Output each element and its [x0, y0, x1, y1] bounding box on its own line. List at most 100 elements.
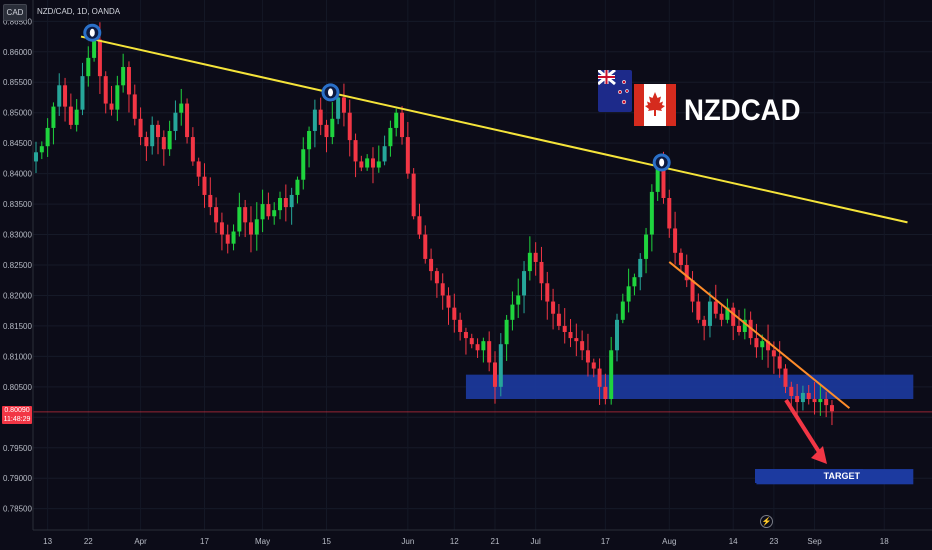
candle [620, 293, 625, 324]
candle [504, 314, 509, 361]
candle [173, 100, 178, 141]
candle [463, 327, 468, 355]
x-tick-label: Jul [531, 537, 541, 546]
candle [126, 61, 131, 113]
candle [603, 373, 608, 405]
candle [347, 99, 352, 157]
candle [609, 336, 614, 405]
candle [818, 383, 823, 416]
candle [400, 106, 405, 145]
candle [138, 107, 143, 146]
current-price-tag: 0.80090 11:48:29 [2, 406, 32, 424]
candle [760, 334, 765, 360]
candle [644, 227, 649, 274]
candle [39, 141, 44, 160]
candle [516, 278, 521, 318]
candle [800, 385, 805, 411]
candle [365, 154, 370, 171]
candle [498, 333, 503, 397]
candle [713, 284, 718, 319]
y-tick-label: 0.86500 [3, 17, 32, 26]
candle [591, 358, 596, 378]
candle [132, 84, 137, 126]
y-tick-label: 0.85500 [3, 78, 32, 87]
candle [225, 224, 230, 254]
candle [719, 304, 724, 327]
candle [777, 341, 782, 378]
y-tick-label: 0.82000 [3, 291, 32, 300]
candle [423, 225, 428, 264]
candle [330, 102, 335, 145]
candle [318, 97, 323, 136]
candle [283, 184, 288, 222]
candle [86, 46, 91, 87]
candle [824, 391, 829, 418]
upper-trendline [80, 35, 908, 224]
candle [434, 267, 439, 298]
candle [452, 293, 457, 333]
candle [562, 308, 567, 344]
support-zone [465, 374, 914, 400]
candle [243, 199, 248, 238]
candle [469, 333, 474, 349]
currency-badge[interactable]: CAD [3, 4, 27, 21]
candle [696, 293, 701, 324]
candle [551, 288, 556, 330]
candle [179, 88, 184, 126]
candle [429, 248, 434, 281]
y-tick-label: 0.79500 [3, 444, 32, 453]
candle [533, 242, 538, 276]
candle [446, 287, 451, 325]
candle [376, 145, 381, 173]
candle [34, 141, 38, 174]
candle [185, 98, 190, 144]
candle [336, 94, 341, 125]
candles [34, 22, 834, 426]
bar-countdown: 11:48:29 [3, 416, 31, 423]
candle [510, 291, 515, 331]
candle [196, 157, 201, 186]
swing-marker [321, 83, 340, 102]
y-tick-label: 0.81000 [3, 352, 32, 361]
x-tick-label: Aug [662, 537, 676, 546]
candle [341, 83, 346, 127]
candle [156, 120, 161, 155]
x-tick-label: 13 [43, 537, 52, 546]
candle [638, 253, 643, 291]
candle [829, 400, 834, 426]
candle [585, 333, 590, 377]
candle [103, 71, 108, 114]
candle [673, 211, 678, 265]
candle [783, 364, 788, 394]
pair-brand: NZDCAD [598, 70, 818, 130]
candle [440, 273, 445, 310]
candle [231, 224, 236, 251]
candle [109, 85, 114, 116]
candle [63, 77, 68, 122]
candle [626, 268, 631, 313]
candle [68, 93, 73, 130]
y-tick-label: 0.78500 [3, 505, 32, 514]
x-tick-label: Apr [134, 537, 147, 546]
candle [248, 206, 253, 253]
candle [812, 381, 817, 415]
candle [574, 323, 579, 357]
candle [353, 133, 358, 178]
candle [702, 315, 707, 341]
candle [632, 273, 637, 296]
x-tick-label: 23 [769, 537, 778, 546]
x-tick-label: 14 [729, 537, 738, 546]
candle [219, 212, 224, 251]
candle [522, 261, 527, 314]
x-tick-label: 12 [450, 537, 459, 546]
x-tick-label: 21 [491, 537, 500, 546]
candle [405, 121, 410, 179]
x-tick-label: 15 [322, 537, 331, 546]
candle [678, 248, 683, 271]
candle [150, 116, 155, 155]
candle [481, 337, 486, 363]
lightning-icon[interactable]: ⚡ [760, 515, 773, 528]
candle [417, 203, 422, 239]
candle [475, 338, 480, 358]
